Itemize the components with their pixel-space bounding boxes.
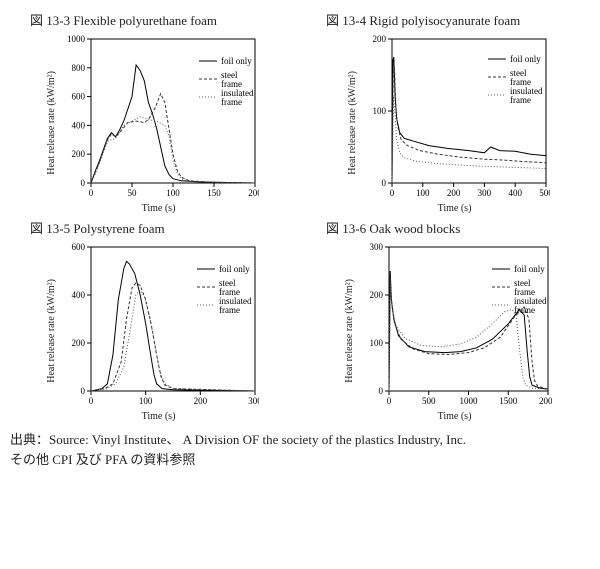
svg-text:0: 0	[381, 178, 386, 188]
svg-text:200: 200	[446, 188, 460, 198]
svg-text:100: 100	[370, 338, 384, 348]
x-axis-label: Time (s)	[142, 411, 176, 422]
chart-title: 図 13-3 Flexible polyurethane foam	[10, 10, 217, 29]
chart-plot: 05001000150020000100200300foil onlysteel…	[357, 239, 552, 409]
svg-text:0: 0	[88, 188, 93, 198]
series-line	[91, 117, 255, 183]
svg-text:2000: 2000	[539, 396, 552, 406]
chart-plot: 01002003000200400600foil onlysteelframei…	[59, 239, 259, 409]
svg-text:200: 200	[71, 149, 85, 159]
svg-text:300: 300	[248, 396, 259, 406]
svg-text:300: 300	[477, 188, 491, 198]
svg-text:50: 50	[127, 188, 137, 198]
svg-text:200: 200	[71, 338, 85, 348]
svg-text:0: 0	[80, 178, 85, 188]
chart-plot: 01002003004005000100200foil onlysteelfra…	[360, 31, 550, 201]
chart-c13_5: 図 13-5 Polystyrene foam Heat release rate…	[10, 218, 294, 422]
svg-text:400: 400	[71, 120, 85, 130]
legend-label: frame	[514, 305, 535, 315]
svg-text:200: 200	[193, 396, 207, 406]
legend-label: foil only	[221, 56, 252, 66]
svg-text:400: 400	[71, 290, 85, 300]
svg-text:150: 150	[207, 188, 221, 198]
svg-text:200: 200	[370, 290, 384, 300]
y-axis-label: Heat release rate (kW/m²)	[347, 71, 358, 175]
svg-text:0: 0	[389, 188, 394, 198]
svg-text:100: 100	[166, 188, 180, 198]
source-line-1: 出典：Source: Vinyl Institute、 A Division O…	[10, 430, 590, 450]
svg-text:0: 0	[88, 396, 93, 406]
svg-text:600: 600	[71, 92, 85, 102]
source-line-2: その他 CPI 及び PFA の資料参照	[10, 450, 590, 470]
chart-title: 図 13-4 Rigid polyisocyanurate foam	[306, 10, 520, 29]
svg-text:200: 200	[372, 34, 386, 44]
y-axis-label: Heat release rate (kW/m²)	[46, 71, 57, 175]
y-axis-label: Heat release rate (kW/m²)	[344, 279, 355, 383]
chart-plot: 05010015020002004006008001000foil onlyst…	[59, 31, 259, 201]
chart-title: 図 13-5 Polystyrene foam	[10, 218, 165, 237]
svg-text:100: 100	[416, 188, 430, 198]
legend-label: foil only	[219, 264, 250, 274]
series-line	[91, 94, 255, 183]
chart-c13_6: 図 13-6 Oak wood blocks Heat release rate …	[306, 218, 590, 422]
legend-label: frame	[510, 95, 531, 105]
svg-text:1000: 1000	[67, 34, 86, 44]
svg-text:100: 100	[372, 106, 386, 116]
svg-text:500: 500	[422, 396, 436, 406]
svg-text:200: 200	[248, 188, 259, 198]
series-line	[392, 97, 546, 183]
chart-c13_4: 図 13-4 Rigid polyisocyanurate foam Heat r…	[306, 10, 590, 214]
legend-label: frame	[219, 305, 240, 315]
x-axis-label: Time (s)	[142, 203, 176, 214]
y-axis-label: Heat release rate (kW/m²)	[46, 279, 57, 383]
svg-text:800: 800	[71, 63, 85, 73]
x-axis-label: Time (s)	[438, 203, 472, 214]
svg-text:0: 0	[80, 386, 85, 396]
x-axis-label: Time (s)	[438, 411, 472, 422]
svg-text:600: 600	[71, 242, 85, 252]
svg-text:400: 400	[508, 188, 522, 198]
legend-label: foil only	[514, 264, 545, 274]
chart-c13_3: 図 13-3 Flexible polyurethane foam Heat re…	[10, 10, 294, 214]
legend-label: foil only	[510, 54, 541, 64]
legend-label: frame	[221, 97, 242, 107]
svg-text:1000: 1000	[460, 396, 479, 406]
svg-text:1500: 1500	[499, 396, 518, 406]
svg-text:500: 500	[539, 188, 550, 198]
svg-text:300: 300	[370, 242, 384, 252]
svg-text:0: 0	[379, 386, 384, 396]
svg-text:100: 100	[138, 396, 152, 406]
chart-title: 図 13-6 Oak wood blocks	[306, 218, 460, 237]
svg-text:0: 0	[387, 396, 392, 406]
